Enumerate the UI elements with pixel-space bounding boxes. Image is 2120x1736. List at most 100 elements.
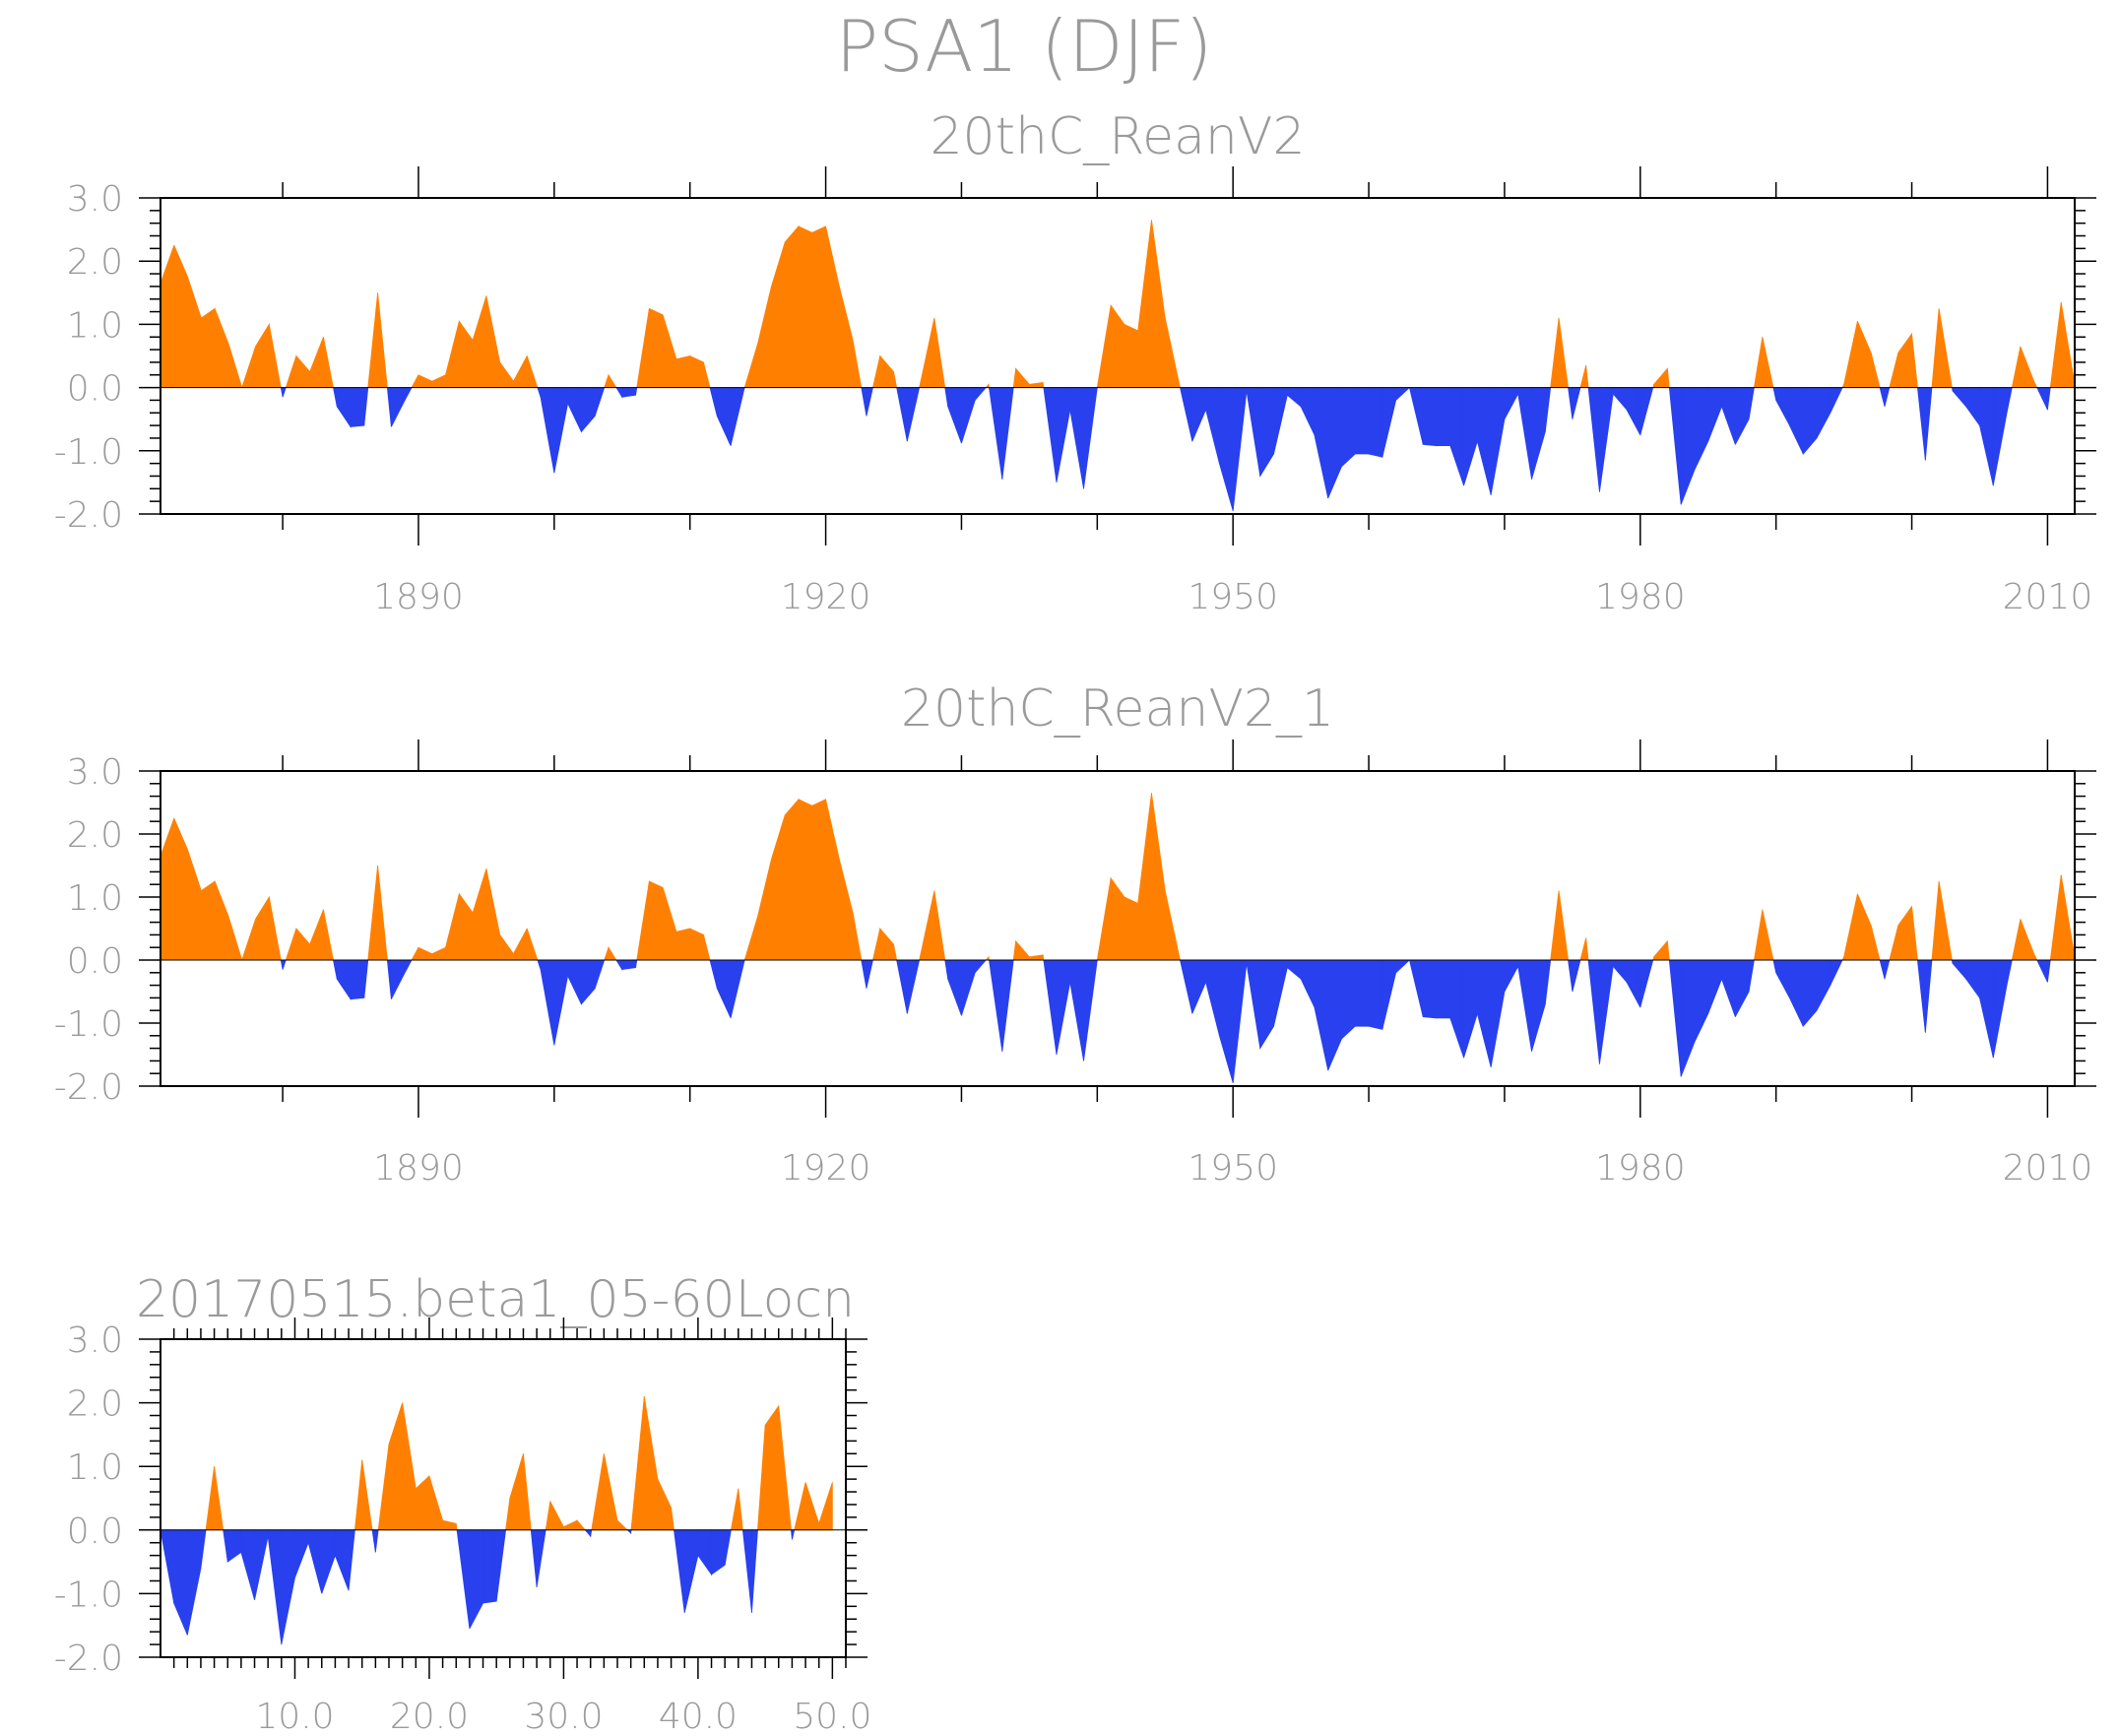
negative-area [1273,959,1288,1027]
negative-area [1504,387,1519,419]
positive-area [173,817,188,961]
negative-area [1449,959,1464,1059]
positive-area [499,360,514,389]
positive-area [1897,905,1912,961]
negative-area [1327,387,1342,499]
positive-area [2060,301,2076,389]
negative-area [1246,387,1261,477]
negative-area [469,1529,483,1630]
x-tick-label: 1950 [1188,1148,1278,1189]
positive-area [591,1453,605,1531]
positive-area [1558,890,1570,961]
negative-area [1816,387,1831,439]
negative-area [1830,959,1843,986]
positive-area [703,361,711,389]
positive-area [871,928,881,961]
negative-area [1341,387,1356,468]
positive-area [1164,317,1180,389]
negative-area [282,387,287,398]
positive-area [255,895,270,961]
positive-area [1579,365,1587,389]
positive-area [268,896,282,961]
negative-area [1001,387,1014,480]
positive-area [285,928,297,961]
negative-area [1544,959,1552,1004]
positive-area [1762,337,1774,389]
positive-area [388,1402,404,1531]
positive-area [1857,893,1872,961]
negative-area [1531,387,1546,480]
negative-area [1772,387,1777,401]
negative-area [866,959,873,989]
positive-area [920,317,935,389]
positive-area [643,1396,659,1531]
negative-area [1992,387,2008,486]
positive-area [1096,305,1112,389]
negative-area [1354,959,1370,1027]
y-tick-label: 0.0 [67,1511,123,1552]
positive-area [743,916,759,961]
negative-area [537,959,542,970]
positive-area [526,355,539,389]
negative-area [989,959,1003,1052]
negative-area [336,387,352,428]
positive-area [445,893,460,961]
negative-area [724,1529,732,1566]
positive-area [377,1444,390,1531]
positive-area [227,343,243,389]
positive-area [1151,220,1166,389]
positive-area [879,927,894,961]
positive-area [657,1478,672,1531]
negative-area [553,959,569,1046]
positive-area [1124,896,1139,961]
negative-area [540,959,555,1046]
positive-area [825,225,840,389]
negative-area [2047,959,2051,983]
negative-area [1668,959,1682,1077]
negative-area [730,959,745,1018]
positive-area [499,933,514,961]
negative-area [1083,387,1098,489]
negative-area [1191,959,1207,1014]
positive-area [604,374,610,389]
positive-area [757,1425,766,1531]
negative-area [386,387,392,427]
negative-area [1599,387,1614,492]
positive-area [411,947,419,961]
negative-area [281,1529,295,1645]
positive-area [1579,937,1587,961]
negative-area [1965,387,1980,427]
negative-area [223,1529,228,1563]
positive-area [648,880,664,961]
negative-area [1327,959,1342,1071]
positive-area [1911,906,1918,961]
panel-20thc-reanv2: 20thC_ReanV2 3.0 2.0 1.0 0.0 -1.0 -2.0 1890 1920… [54,107,2096,617]
y-tick-label: -2.0 [54,495,123,536]
negative-area [1043,959,1058,1056]
y-tick-label: 3.0 [67,1320,123,1361]
negative-area [2047,387,2051,411]
negative-area [1612,387,1628,412]
negative-area [594,387,606,417]
negative-area [332,959,338,980]
negative-area [186,1529,202,1636]
x-tick-label: 1890 [373,1148,464,1189]
positive-area [563,1519,578,1531]
negative-area [1517,959,1532,1052]
negative-area [1694,959,1709,1043]
positive-area [1762,909,1774,961]
positive-area [771,814,786,961]
negative-area [335,1529,350,1591]
y-tick-label: 0.0 [67,369,123,410]
negative-area [332,387,338,407]
negative-area [1572,959,1581,993]
positive-area [675,354,691,389]
positive-area [485,295,501,389]
positive-area [636,308,650,389]
negative-area [1789,387,1804,455]
positive-area [523,1453,532,1531]
negative-area [1069,959,1084,1061]
panel-title: 20170515.beta1_05-60Locn [136,1270,855,1329]
negative-area [730,387,745,446]
